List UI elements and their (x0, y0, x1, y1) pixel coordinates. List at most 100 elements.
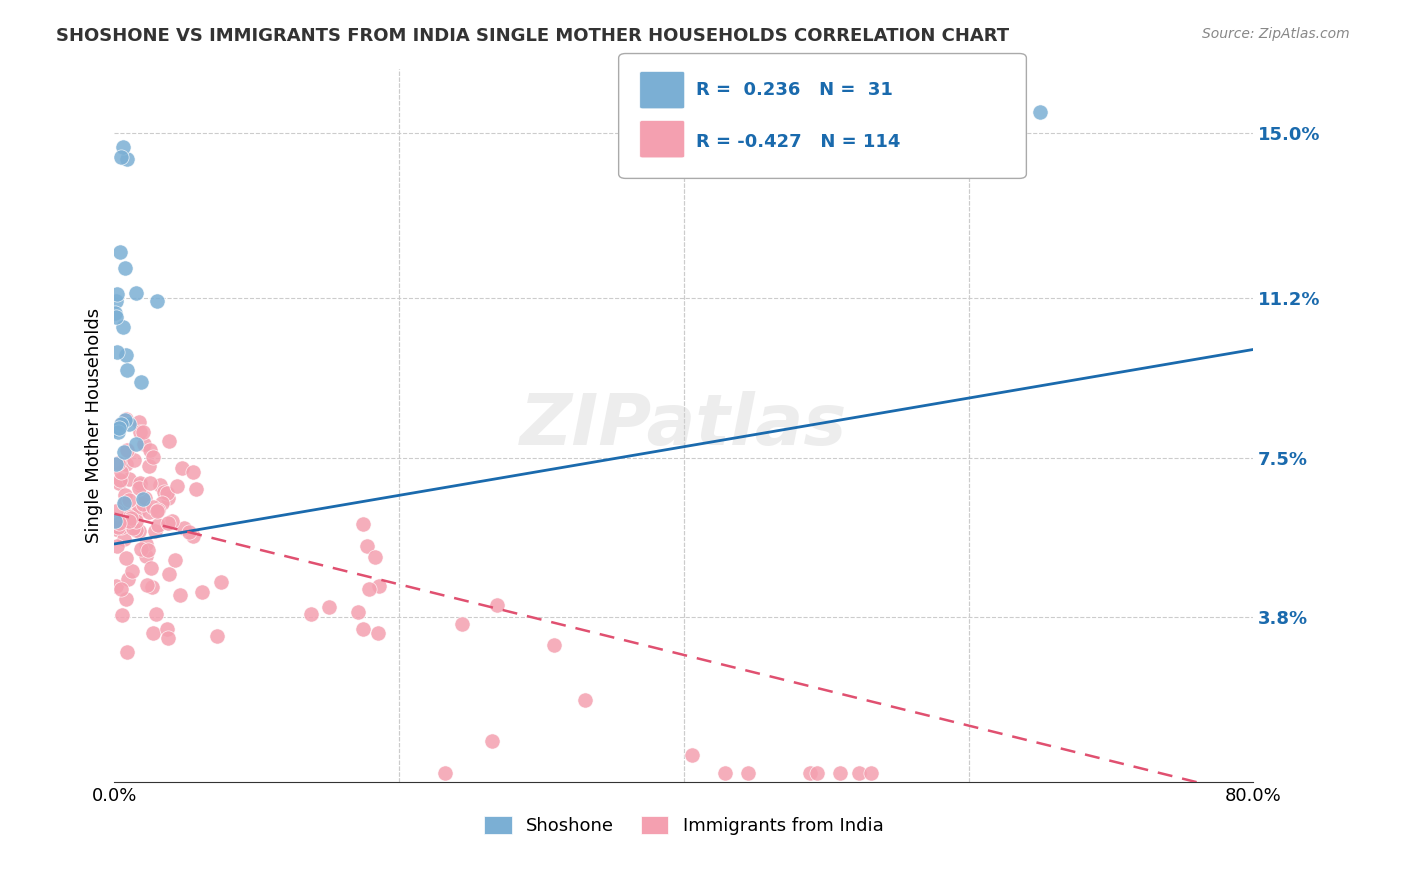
Point (121, 564, 143, 578)
Point (104, 457, 127, 471)
Point (110, 245, 132, 260)
Point (138, 458, 160, 473)
Point (125, 514, 148, 528)
Point (170, 460, 193, 475)
Point (183, 465, 205, 479)
Point (141, 560, 163, 574)
Point (114, 457, 136, 471)
Point (183, 529, 205, 543)
Point (156, 486, 179, 500)
Point (110, 417, 132, 431)
Point (104, 422, 127, 436)
Point (108, 421, 131, 435)
Point (359, 582, 381, 597)
Point (112, 496, 135, 510)
Point (129, 478, 152, 492)
Point (111, 608, 134, 623)
Point (191, 585, 214, 599)
Point (481, 734, 503, 748)
Point (114, 487, 136, 501)
Point (352, 622, 374, 636)
Point (127, 505, 149, 519)
Point (141, 580, 163, 594)
Point (104, 519, 127, 533)
Point (138, 505, 160, 519)
Point (179, 524, 201, 539)
Point (148, 518, 170, 533)
Point (128, 524, 150, 539)
Y-axis label: Single Mother Households: Single Mother Households (86, 308, 103, 542)
Point (110, 417, 132, 431)
Point (157, 567, 180, 582)
Point (367, 579, 389, 593)
Point (128, 481, 150, 495)
Point (299, 607, 322, 622)
Point (120, 508, 142, 522)
Point (859, 766, 882, 780)
Point (142, 450, 165, 465)
Point (156, 491, 179, 505)
Point (104, 522, 127, 536)
Point (104, 310, 127, 325)
Point (318, 600, 340, 615)
Point (107, 425, 129, 439)
Point (886, 104, 908, 119)
Point (162, 514, 184, 528)
Point (110, 473, 132, 487)
Point (150, 496, 173, 510)
Point (135, 537, 157, 551)
Point (111, 140, 134, 154)
Point (122, 520, 145, 534)
Point (125, 524, 148, 538)
Point (209, 575, 232, 590)
Point (117, 573, 139, 587)
Text: R =  0.236   N =  31: R = 0.236 N = 31 (696, 81, 893, 99)
Point (207, 630, 229, 644)
Point (115, 348, 138, 362)
Point (118, 514, 141, 528)
Point (112, 532, 135, 546)
Point (184, 483, 207, 497)
Point (105, 539, 128, 553)
Legend: Shoshone, Immigrants from India: Shoshone, Immigrants from India (475, 806, 893, 844)
Point (142, 625, 165, 640)
Point (166, 478, 188, 492)
Point (118, 492, 141, 507)
Point (136, 542, 159, 557)
Point (110, 582, 132, 597)
Point (108, 475, 131, 490)
Point (135, 578, 157, 592)
Point (957, 104, 980, 119)
Point (132, 425, 155, 439)
Point (105, 504, 128, 518)
Point (128, 425, 150, 439)
Point (107, 456, 129, 470)
Point (364, 549, 387, 564)
Point (114, 412, 136, 426)
Point (356, 539, 378, 553)
Point (146, 503, 169, 517)
Text: Source: ZipAtlas.com: Source: ZipAtlas.com (1202, 27, 1350, 41)
Point (117, 472, 139, 486)
Point (139, 443, 162, 458)
Point (145, 504, 167, 518)
Point (122, 452, 145, 467)
Point (148, 478, 170, 492)
Point (799, 766, 821, 780)
Point (111, 320, 134, 334)
Point (114, 592, 136, 607)
Point (367, 626, 389, 640)
Point (574, 693, 596, 707)
Point (146, 293, 169, 308)
Point (128, 415, 150, 429)
Point (104, 514, 127, 528)
Point (115, 644, 138, 658)
Point (104, 579, 127, 593)
Point (156, 516, 179, 530)
Point (848, 766, 870, 780)
Point (153, 485, 176, 500)
Point (117, 508, 139, 523)
Point (129, 375, 152, 389)
Point (352, 516, 374, 531)
Point (157, 434, 180, 448)
